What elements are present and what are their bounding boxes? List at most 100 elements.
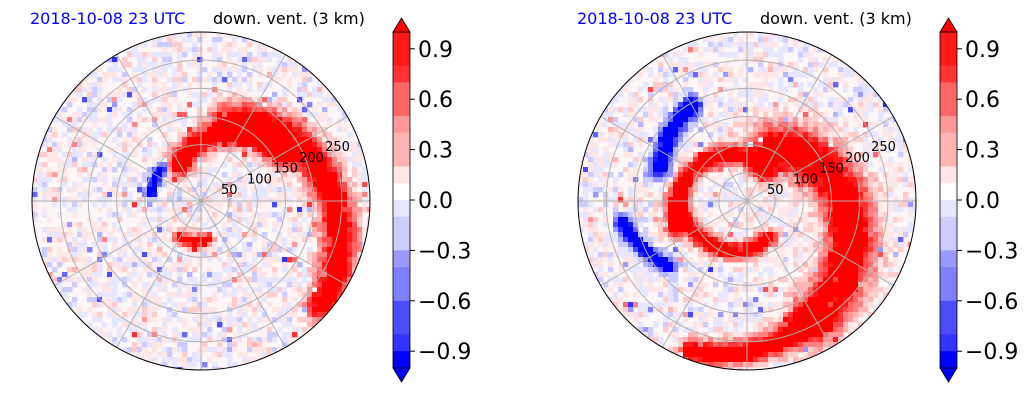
- field-cell: [673, 272, 678, 277]
- field-cell: [648, 172, 653, 177]
- field-cell: [613, 177, 618, 182]
- field-cell: [658, 292, 663, 297]
- field-cell: [77, 192, 82, 197]
- field-cell: [623, 112, 628, 117]
- field-cell: [648, 247, 653, 252]
- field-cell: [82, 142, 87, 147]
- field-cell: [302, 102, 307, 107]
- field-cell: [628, 187, 633, 192]
- field-cell: [277, 192, 282, 197]
- colorbar-segment: [393, 200, 410, 217]
- field-cell: [658, 232, 663, 237]
- field-cell: [688, 222, 693, 227]
- field-cell: [202, 242, 207, 247]
- field-cell: [673, 117, 678, 122]
- field-cell: [132, 102, 137, 107]
- field-cell: [753, 257, 758, 262]
- field-cell: [272, 292, 277, 297]
- field-cell: [292, 247, 297, 252]
- field-cell: [322, 212, 327, 217]
- field-cell: [277, 187, 282, 192]
- field-cell: [102, 202, 107, 207]
- field-cell: [162, 207, 167, 212]
- field-cell: [808, 187, 813, 192]
- field-cell: [793, 122, 798, 127]
- field-cell: [82, 312, 87, 317]
- field-cell: [332, 207, 337, 212]
- field-cell: [307, 212, 312, 217]
- field-cell: [317, 262, 322, 267]
- field-cell: [287, 77, 292, 82]
- field-cell: [583, 177, 588, 182]
- field-cell: [888, 237, 893, 242]
- field-cell: [132, 257, 137, 262]
- field-cell: [217, 287, 222, 292]
- field-cell: [893, 182, 898, 187]
- colorbar-segment: [393, 66, 410, 83]
- field-cell: [262, 132, 267, 137]
- field-cell: [708, 212, 713, 217]
- field-cell: [673, 262, 678, 267]
- field-cell: [763, 67, 768, 72]
- field-cell: [202, 237, 207, 242]
- field-cell: [42, 207, 47, 212]
- field-cell: [753, 102, 758, 107]
- field-cell: [678, 52, 683, 57]
- field-cell: [633, 92, 638, 97]
- field-cell: [853, 282, 858, 287]
- field-cell: [217, 107, 222, 112]
- field-cell: [778, 207, 783, 212]
- field-cell: [678, 62, 683, 67]
- field-cell: [177, 342, 182, 347]
- field-cell: [718, 112, 723, 117]
- field-cell: [227, 342, 232, 347]
- field-cell: [778, 147, 783, 152]
- field-cell: [217, 142, 222, 147]
- field-cell: [152, 177, 157, 182]
- field-cell: [763, 157, 768, 162]
- field-cell: [162, 47, 167, 52]
- field-cell: [643, 187, 648, 192]
- field-cell: [863, 252, 868, 257]
- field-cell: [212, 242, 217, 247]
- field-cell: [202, 347, 207, 352]
- field-cell: [768, 172, 773, 177]
- field-cell: [247, 122, 252, 127]
- field-cell: [818, 277, 823, 282]
- field-cell: [282, 237, 287, 242]
- field-cell: [758, 272, 763, 277]
- field-cell: [838, 112, 843, 117]
- field-cell: [72, 117, 77, 122]
- field-cell: [67, 137, 72, 142]
- field-cell: [758, 147, 763, 152]
- field-cell: [177, 102, 182, 107]
- field-cell: [653, 172, 658, 177]
- field-cell: [267, 127, 272, 132]
- field-cell: [653, 277, 658, 282]
- field-cell: [843, 262, 848, 267]
- field-cell: [72, 112, 77, 117]
- field-cell: [112, 297, 117, 302]
- field-cell: [808, 152, 813, 157]
- field-cell: [628, 142, 633, 147]
- field-cell: [728, 97, 733, 102]
- field-cell: [748, 107, 753, 112]
- field-cell: [678, 262, 683, 267]
- field-cell: [728, 92, 733, 97]
- field-cell: [808, 192, 813, 197]
- field-cell: [753, 167, 758, 172]
- field-cell: [267, 257, 272, 262]
- field-cell: [783, 192, 788, 197]
- field-cell: [177, 302, 182, 307]
- field-cell: [868, 172, 873, 177]
- field-cell: [202, 132, 207, 137]
- field-cell: [903, 242, 908, 247]
- field-cell: [693, 102, 698, 107]
- field-cell: [302, 192, 307, 197]
- field-cell: [768, 37, 773, 42]
- field-cell: [908, 222, 913, 227]
- field-cell: [858, 257, 863, 262]
- field-cell: [57, 147, 62, 152]
- field-cell: [307, 77, 312, 82]
- colorbar-segment: [393, 150, 410, 167]
